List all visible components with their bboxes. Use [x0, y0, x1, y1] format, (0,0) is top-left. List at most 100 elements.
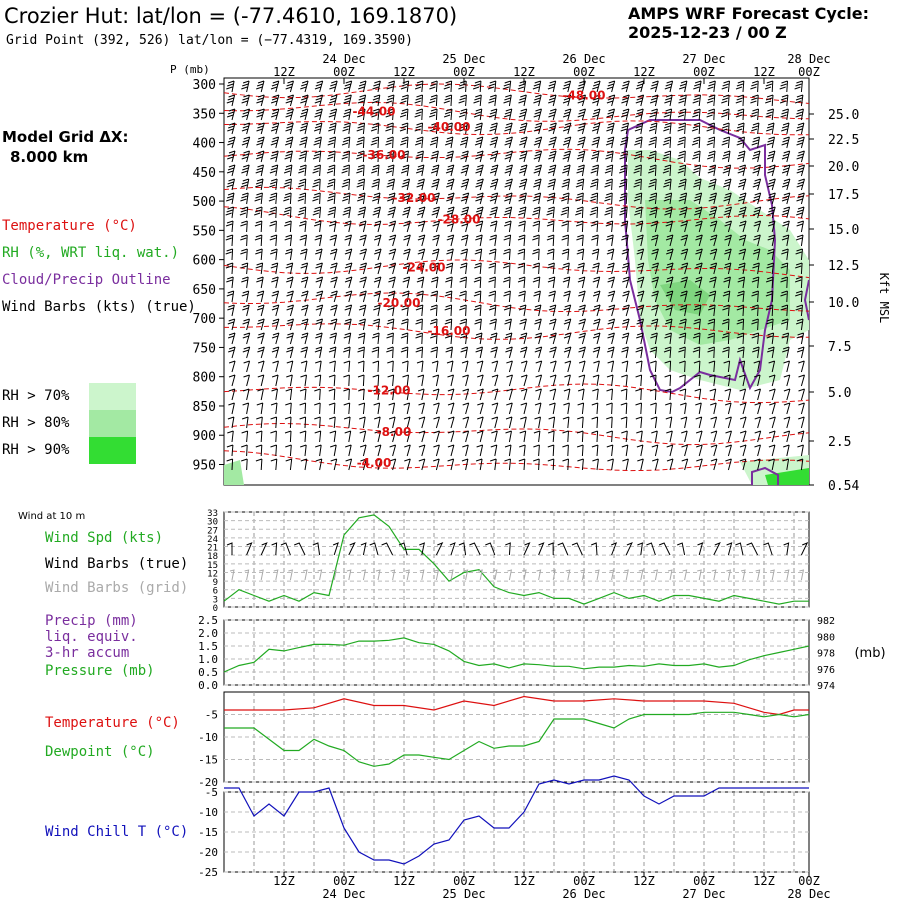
cross-section-panel: -48.00 -44.00 -40.00 -36.00 -32.00-28.00 -24.… — [170, 52, 891, 494]
wind-barb — [300, 458, 308, 471]
wind-barb — [606, 430, 613, 443]
top-hour-label: 00Z — [333, 65, 355, 79]
wind-barb — [664, 318, 673, 331]
wind-barb — [622, 276, 630, 289]
wind-barb — [314, 94, 324, 107]
wind-barb — [506, 374, 513, 387]
wind-barb — [240, 234, 248, 247]
wind-barb — [255, 444, 263, 457]
wind-barb — [781, 248, 789, 261]
wind-barb — [256, 136, 265, 149]
wind-barb — [357, 332, 366, 345]
wind-barb — [783, 360, 790, 373]
wind-barb — [271, 332, 280, 345]
series-line-pressure — [223, 637, 810, 673]
surface-wind-barb — [637, 542, 644, 556]
wind-barb — [414, 108, 423, 121]
wind-barb — [563, 402, 570, 415]
grid-wind-barb — [259, 569, 264, 581]
wind-barb — [356, 122, 365, 135]
wind-barb — [665, 234, 674, 247]
surface-wind-barb — [625, 542, 633, 556]
temperature-contour-line — [224, 186, 809, 210]
wind-barb — [474, 318, 482, 331]
wind-barb — [737, 346, 745, 359]
wind-barb — [681, 430, 688, 443]
wind-barb — [739, 388, 747, 401]
wind-barb — [736, 318, 745, 331]
wind-barb — [677, 136, 686, 149]
wind-barb — [549, 388, 557, 401]
wind-barb — [636, 248, 645, 261]
wind-barb — [592, 276, 601, 289]
bottom-hour-label: 00Z — [798, 874, 820, 888]
wind-barb — [549, 402, 556, 415]
wind-barb — [561, 220, 569, 233]
wind-barb — [343, 402, 351, 415]
wind-barb — [460, 150, 469, 163]
wind-barb — [722, 290, 731, 303]
wind-barb — [664, 332, 672, 345]
wind-barb — [226, 458, 234, 471]
wind-barb — [313, 122, 323, 135]
grid-wind-barb — [580, 569, 586, 581]
wind-barb — [562, 164, 571, 177]
wind-barb — [549, 332, 557, 345]
surface-wind-barb — [591, 542, 598, 556]
wind-barb — [286, 290, 294, 303]
wind-barb — [473, 108, 483, 121]
wind-barb — [664, 360, 672, 373]
wind-barb — [709, 262, 718, 275]
wind-barb — [621, 248, 630, 261]
pressure-tick-label: 750 — [193, 341, 216, 356]
wind-barb — [299, 220, 307, 233]
wind-barb — [283, 206, 292, 219]
wind-barb — [358, 402, 366, 415]
wind-barb — [517, 276, 526, 289]
wind-barb — [487, 80, 497, 93]
wind-barb — [752, 248, 761, 261]
wind-barb — [359, 234, 367, 247]
wind-barb — [592, 346, 601, 359]
wind-barb — [592, 458, 599, 471]
wind-barb — [548, 108, 557, 121]
wind-barb — [489, 234, 497, 247]
y-tick-label: -15 — [198, 826, 218, 839]
wind-barb — [769, 402, 776, 415]
wind-barb — [767, 220, 776, 233]
wind-barb — [547, 178, 556, 191]
grid-wind-barb — [697, 569, 702, 581]
grid-wind-barb — [492, 569, 498, 581]
wind-barb — [402, 206, 411, 219]
wind-barb — [797, 430, 805, 443]
wind-barb — [417, 388, 425, 401]
wind-barb — [443, 80, 453, 93]
temperature-contour-labels: -48.00 -44.00 -40.00 -36.00 -32.00-28.00 -24.… — [353, 89, 606, 471]
wind-barb — [519, 150, 528, 163]
wind-barb — [489, 150, 499, 163]
wind-barb — [663, 122, 672, 135]
wind-barb — [429, 108, 438, 121]
wind-barb — [519, 318, 527, 331]
wind-barb — [330, 290, 338, 303]
grid-wind-barb — [667, 569, 673, 581]
wind-barb — [402, 374, 409, 387]
wind-barb — [386, 332, 394, 345]
wind-barb — [562, 94, 572, 107]
wind-barb — [371, 108, 380, 121]
wind-barb — [533, 122, 543, 135]
wind-barb — [297, 192, 307, 205]
height-tick-label: 17.5 — [828, 188, 859, 203]
grid-wind-barb — [653, 569, 659, 581]
wind-barb — [534, 318, 542, 331]
temperature-contour-label: -48.00 — [563, 89, 606, 103]
wind-barb — [605, 150, 614, 163]
wind-barb — [709, 220, 718, 233]
wind-barb — [707, 346, 715, 359]
wind-barb — [562, 80, 572, 93]
wind-barb — [286, 304, 294, 317]
wind-barb — [315, 444, 322, 457]
top-hour-label: 12Z — [273, 65, 295, 79]
wind-barb — [593, 360, 600, 373]
wind-barb — [416, 192, 426, 205]
